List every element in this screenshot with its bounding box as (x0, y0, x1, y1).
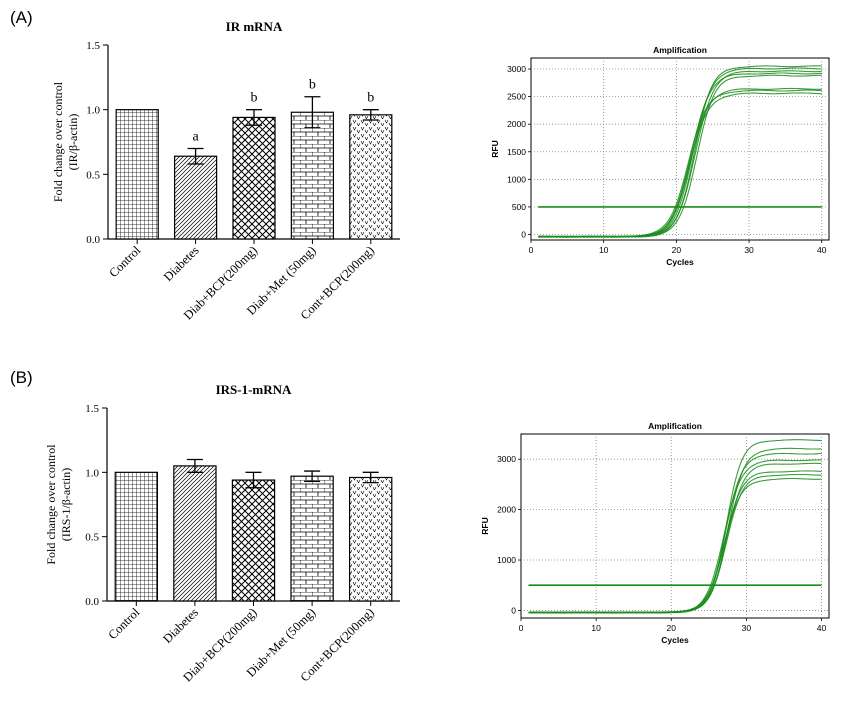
y-axis-label: (IR/β-actin) (66, 114, 80, 171)
chart-title: Amplification (648, 421, 702, 431)
y-axis-label: Fold change over control (44, 444, 58, 565)
x-tick-label: 30 (744, 245, 754, 255)
panel-label-a: (A) (10, 8, 33, 27)
x-tick-label: 40 (817, 245, 827, 255)
x-tick-label: 30 (742, 623, 752, 633)
bar-4 (290, 111, 335, 240)
amplification-curve-8 (538, 87, 822, 238)
plot-frame (520, 433, 830, 619)
chart-title: IR mRNA (226, 19, 283, 34)
bar-1 (115, 109, 159, 240)
significance-label: b (367, 91, 374, 106)
x-tick-label: 0 (529, 245, 534, 255)
x-axis-label: Cycles (661, 635, 689, 645)
x-tick-label: 0 (519, 623, 524, 633)
amplification-curve-8 (528, 477, 822, 614)
y-axis-label: (IRS-1/β-actin) (59, 468, 73, 541)
y-tick-label: 500 (512, 202, 526, 212)
x-tick-label: 40 (817, 623, 827, 633)
y-axis-label: RFU (490, 140, 500, 157)
panel-label-b: (B) (10, 368, 33, 387)
significance-label: b (251, 91, 258, 106)
bar-3 (231, 479, 276, 602)
y-tick-label: 0.0 (85, 596, 99, 608)
x-tick-label: 20 (667, 623, 677, 633)
y-tick-label: 0.5 (86, 169, 100, 181)
y-axis-label: RFU (480, 517, 490, 534)
x-axis-label: Cycles (666, 257, 694, 267)
y-tick-label: 3000 (497, 454, 516, 464)
x-tick-label: 10 (599, 245, 609, 255)
chart-title: Amplification (653, 45, 707, 55)
y-tick-label: 1000 (507, 174, 526, 184)
y-tick-label: 0.5 (85, 532, 99, 544)
y-tick-label: 1.0 (85, 467, 99, 479)
y-tick-label: 1500 (507, 147, 526, 157)
bar-4 (290, 475, 334, 602)
y-tick-label: 0.0 (86, 234, 100, 246)
y-tick-label: 2000 (507, 119, 526, 129)
y-tick-label: 2500 (507, 92, 526, 102)
x-tick-label: 10 (591, 623, 601, 633)
bar-2 (173, 465, 217, 602)
y-tick-label: 0 (511, 605, 516, 615)
significance-label: b (309, 78, 316, 93)
y-tick-label: 1.5 (86, 40, 100, 52)
x-tick-label: 20 (672, 245, 682, 255)
bar-1 (114, 471, 158, 602)
significance-label: a (192, 129, 199, 144)
chart-title: IRS-1-mRNA (216, 382, 292, 397)
y-tick-label: 1.5 (85, 403, 99, 415)
y-axis-label: Fold change over control (51, 81, 65, 202)
y-tick-label: 1.0 (86, 105, 100, 117)
y-tick-label: 3000 (507, 64, 526, 74)
y-tick-label: 1000 (497, 555, 516, 565)
y-tick-label: 2000 (497, 505, 516, 515)
y-tick-label: 0 (521, 229, 526, 239)
